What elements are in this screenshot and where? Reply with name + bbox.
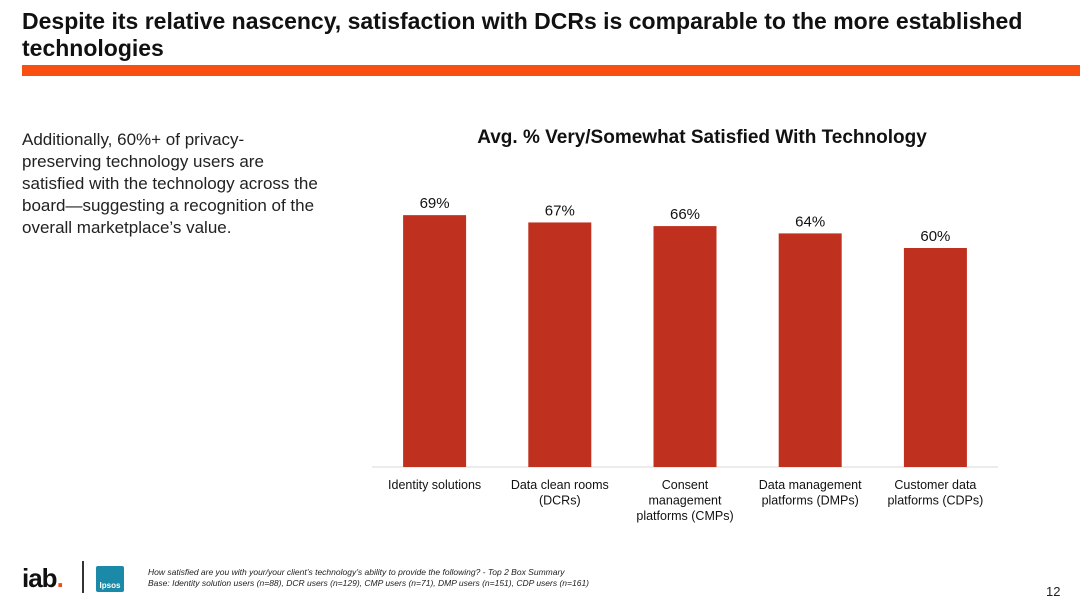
page-number: 12 bbox=[1046, 584, 1061, 599]
chart-title: Avg. % Very/Somewhat Satisfied With Tech… bbox=[477, 127, 927, 148]
data-label-5: 60% bbox=[920, 228, 950, 245]
data-label-3: 66% bbox=[670, 206, 700, 223]
data-label-4: 64% bbox=[795, 213, 825, 230]
bar-5 bbox=[903, 248, 967, 467]
data-label-2: 67% bbox=[545, 202, 575, 219]
category-label-4: Data management platforms (DMPs) bbox=[759, 478, 862, 508]
bar-3 bbox=[653, 226, 717, 467]
footnote: How satisfied are you with your/your cli… bbox=[148, 567, 848, 589]
body-text: Additionally, 60%+ of privacy-preserving… bbox=[22, 130, 318, 237]
bar-4 bbox=[778, 233, 842, 467]
bar-1 bbox=[403, 215, 467, 467]
iab-logo: iab. bbox=[22, 563, 64, 594]
iab-logo-text: iab bbox=[22, 563, 58, 593]
iab-logo-dot: . bbox=[56, 563, 64, 593]
slide-title: Despite its relative nascency, satisfact… bbox=[22, 8, 1023, 61]
category-label-3: Consent management platforms (CMPs) bbox=[636, 478, 733, 523]
bar-2 bbox=[528, 222, 592, 467]
title-accent-rule bbox=[22, 65, 1080, 76]
ipsos-logo: Ipsos bbox=[96, 566, 124, 592]
footnote-base: Base: Identity solution users (n=88), DC… bbox=[148, 578, 590, 588]
logo-divider bbox=[82, 561, 84, 593]
data-label-1: 69% bbox=[420, 195, 450, 212]
category-label-1: Identity solutions bbox=[388, 478, 481, 492]
category-label-2: Data clean rooms (DCRs) bbox=[511, 478, 609, 508]
footnote-question: How satisfied are you with your/your cli… bbox=[148, 567, 565, 577]
category-label-5: Customer data platforms (CDPs) bbox=[887, 478, 983, 508]
